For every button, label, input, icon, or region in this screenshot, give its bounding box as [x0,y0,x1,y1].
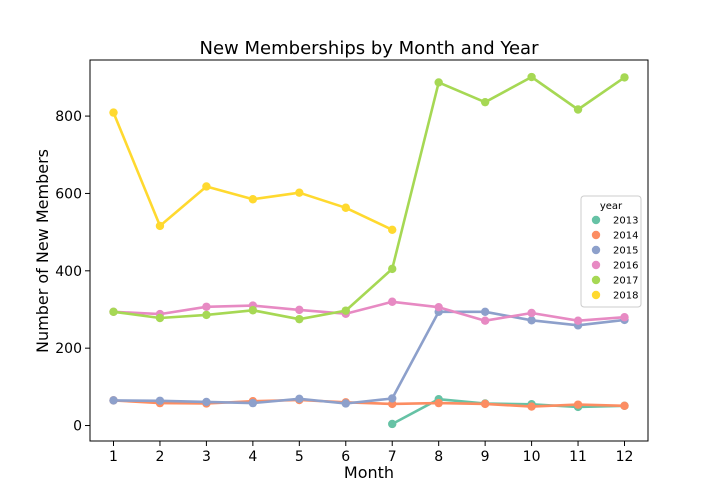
data-point [573,400,583,409]
data-point [248,195,258,204]
data-point [341,203,350,212]
data-point [480,307,490,317]
data-point [155,313,165,323]
x-tick-label: 2 [155,449,164,465]
legend-marker-2018 [591,290,601,300]
series-2016 [109,297,629,325]
x-tick-label: 11 [569,449,587,465]
data-point [202,302,211,311]
data-point [202,182,211,191]
legend-title: year [600,201,623,212]
data-point [341,306,350,315]
series-2014 [109,395,629,411]
y-axis-title: Number of New Members [33,149,52,353]
data-point [155,396,165,405]
data-point [620,401,629,411]
legend-label-2016: 2016 [613,261,638,272]
data-point [527,72,536,82]
series-2015 [109,307,629,408]
data-point [202,310,211,320]
data-point [295,394,304,404]
legend-label-2018: 2018 [613,291,638,302]
series-2013 [388,395,629,429]
data-point [573,105,583,114]
data-point [620,313,629,322]
data-point [388,297,397,306]
legend-label-2013: 2013 [613,216,638,227]
data-point [202,397,211,407]
x-tick-label: 5 [295,449,304,465]
x-tick-label: 3 [202,449,211,465]
chart-title: New Memberships by Month and Year [200,38,540,59]
data-point [295,188,304,197]
x-tick-label: 10 [523,449,541,465]
data-point [109,396,118,405]
x-tick-label: 12 [616,449,634,465]
data-point [527,316,536,325]
x-tick-label: 1 [109,449,118,465]
data-point [109,307,118,317]
x-tick-label: 4 [248,449,257,465]
y-tick-label: 200 [55,341,82,357]
legend-marker-2016 [591,260,601,270]
data-point [573,316,583,325]
series-line-2018 [112,112,393,231]
data-point [388,225,397,235]
legend-label-2014: 2014 [613,231,638,242]
series-line-2016 [113,300,625,323]
data-point [155,221,165,231]
y-tick-label: 600 [55,186,82,202]
data-point [109,108,118,117]
data-point [248,306,258,315]
data-point [480,97,490,107]
data-point [480,316,490,325]
data-point [388,264,397,274]
legend-marker-2015 [591,245,601,255]
legend-label-2017: 2017 [613,276,638,287]
data-point [527,308,536,318]
data-point [434,78,443,87]
series-line-2015 [113,310,625,405]
data-point [434,398,443,408]
y-tick-label: 800 [55,109,82,125]
data-point [295,305,304,315]
legend-label-2015: 2015 [613,246,638,257]
data-point [295,314,304,324]
series-line-2017 [113,75,626,321]
data-point [527,402,536,411]
data-point [248,398,258,408]
data-point [388,394,397,403]
legend: year 2013 2014 2015 2016 2017 2018 [580,195,642,308]
x-tick-label: 9 [481,449,490,465]
data-point [480,399,490,409]
legend-marker-2013 [591,215,601,225]
x-axis-title: Month [344,463,394,482]
series-2017 [109,72,629,324]
x-tick-label: 8 [434,449,443,465]
data-point [434,302,443,312]
x-tick-label: 6 [341,449,350,465]
legend-marker-2017 [591,275,601,285]
y-tick-label: 0 [73,419,82,435]
y-tick-label: 400 [55,264,82,280]
x-tick-label: 7 [388,449,397,465]
series-line-2014 [113,398,625,408]
plot-area [89,59,649,442]
data-point [341,399,350,408]
series-2018 [109,108,397,235]
data-point [620,73,629,82]
legend-marker-2014 [591,230,601,240]
data-point [388,419,397,429]
